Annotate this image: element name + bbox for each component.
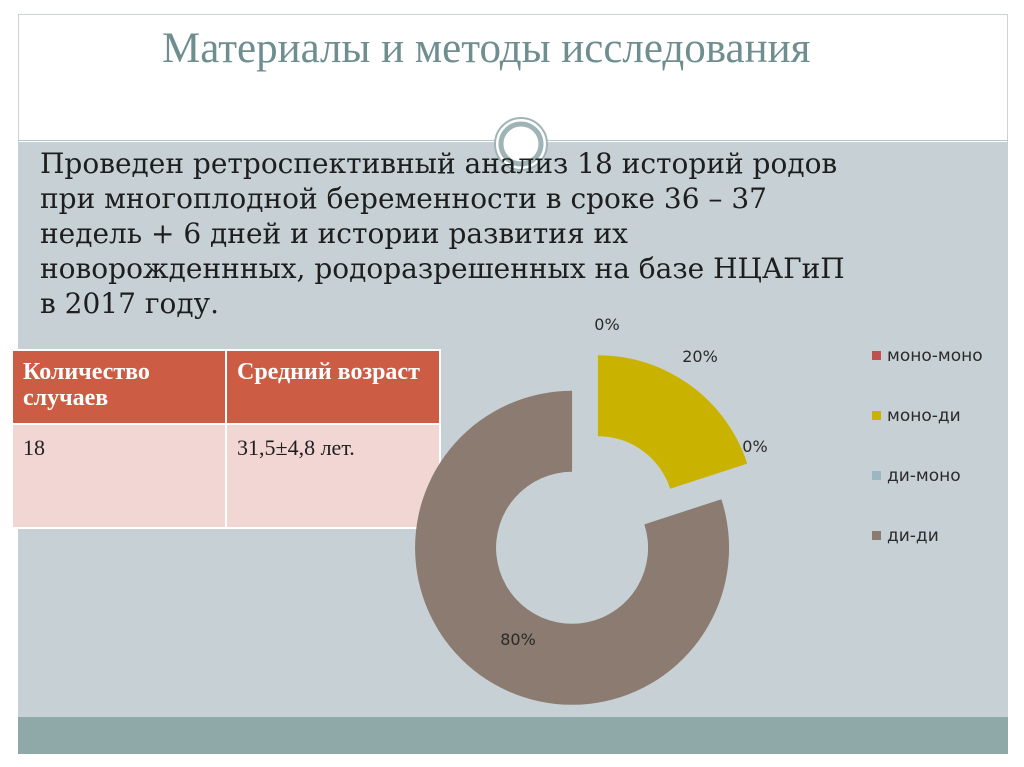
legend-swatch [872, 411, 881, 420]
body-line: новорожденнных, родоразрешенных на базе … [40, 252, 845, 285]
legend-item-ди-ди: ди-ди [872, 524, 1012, 548]
legend-item-моно-моно: моно-моно [872, 344, 1012, 368]
legend-item-ди-моно: ди-моно [872, 464, 1012, 488]
table-cell-age: 31,5±4,8 лет. [225, 423, 441, 529]
data-label-ди-ди: 80% [500, 630, 536, 649]
body-line: в 2017 году. [40, 287, 219, 320]
table-header-row: Количество случаев Средний возраст [11, 349, 441, 425]
body-line: недель + 6 дней и истории развития их [40, 217, 628, 250]
legend-swatch [872, 471, 881, 480]
ring-ornament-icon [494, 117, 548, 171]
legend-label: моно-моно [887, 346, 983, 366]
legend-label: моно-ди [887, 406, 961, 426]
table-row: 18 31,5±4,8 лет. [11, 423, 441, 529]
chart-legend: моно-моно моно-ди ди-моно ди-ди [872, 344, 1012, 584]
data-label-моно-ди: 20% [682, 347, 718, 366]
body-text: Проведен ретроспективный анализ 18 истор… [40, 146, 970, 321]
data-label-моно-моно: 0% [594, 315, 619, 334]
legend-swatch [872, 531, 881, 540]
body-line: при многоплодной беременности в сроке 36… [40, 182, 767, 215]
table-header-age: Средний возраст [225, 349, 441, 425]
data-label-ди-моно: 0% [742, 437, 767, 456]
bottom-band [18, 717, 1008, 754]
slice-ди-ди [415, 390, 730, 705]
body-line: Проведен ретроспективный анализ 18 истор… [40, 147, 838, 180]
legend-label: ди-ди [887, 526, 939, 546]
slice-моно-ди [597, 355, 748, 489]
slide-title: Материалы и методы исследования [162, 25, 811, 72]
table-header-count: Количество случаев [11, 349, 227, 425]
table-cell-count: 18 [11, 423, 227, 529]
legend-swatch [872, 351, 881, 360]
stats-table: Количество случаев Средний возраст 18 31… [11, 349, 441, 529]
legend-label: ди-моно [887, 466, 961, 486]
legend-item-моно-ди: моно-ди [872, 404, 1012, 428]
